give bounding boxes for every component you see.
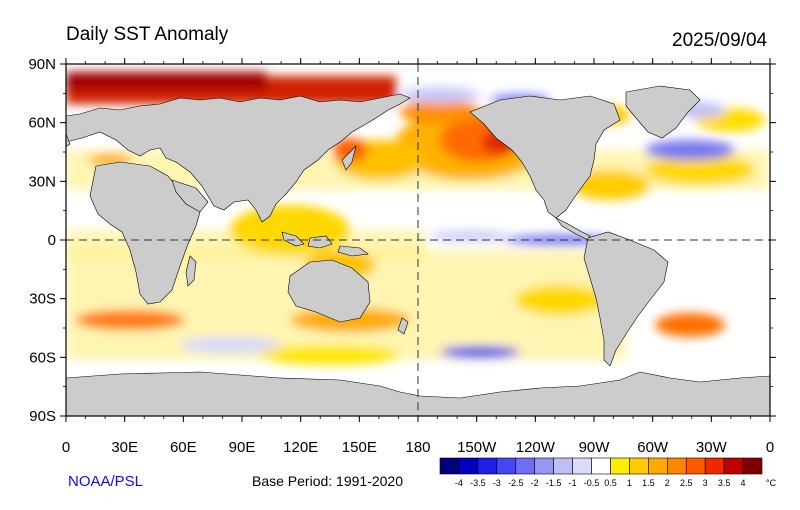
latitude-axis: 90N 60N 30N 0 30S 60S 90S (28, 56, 776, 425)
colorbar-tick-label: -2.5 (508, 478, 524, 488)
lon-tick-label: 90E (229, 439, 256, 456)
colorbar-tick-label: -3.5 (470, 478, 486, 488)
colorbar-tick-label: -3 (493, 478, 501, 488)
colorbar-swatch (666, 457, 687, 475)
colorbar-tick-label: 2.5 (680, 478, 693, 488)
colorbar-tick-label: 1.5 (642, 478, 655, 488)
colorbar-swatch (648, 457, 668, 475)
lat-tick-label: 90S (29, 408, 56, 425)
colorbar-tick-label: -4 (455, 478, 463, 488)
colorbar: -4 -3.5 -3 -2.5 -2 -1.5 -1 -0.5 0.5 1 1.5 2 2.5 3 3.5 4 (439, 457, 763, 488)
plot-area (66, 64, 770, 416)
colorbar-swatch (534, 457, 554, 475)
lon-tick-label: 180 (405, 439, 430, 456)
lon-tick-label: 120W (516, 439, 556, 456)
lat-tick-label: 60S (29, 349, 56, 366)
lon-tick-label: 60E (170, 439, 197, 456)
lon-tick-label: 150E (342, 439, 377, 456)
colorbar-swatch (742, 457, 763, 475)
colorbar-tick-label: 4 (741, 478, 746, 488)
land-masses (66, 85, 770, 416)
colorbar-unit: °C (766, 478, 777, 488)
lat-tick-label: 30N (28, 173, 56, 190)
colorbar-swatch (515, 457, 536, 475)
map-title: Daily SST Anomaly (66, 24, 229, 45)
colorbar-swatch (723, 457, 744, 475)
lon-tick-label: 30W (696, 439, 728, 456)
lat-tick-label: 0 (48, 232, 56, 249)
credit-label: NOAA/PSL (68, 473, 144, 490)
colorbar-swatch (610, 457, 630, 475)
map-date: 2025/09/04 (672, 30, 768, 51)
colorbar-swatch (477, 457, 498, 475)
lon-tick-label: 0 (766, 439, 774, 456)
colorbar-tick-label: -1 (569, 478, 577, 488)
colorbar-swatch (439, 457, 460, 475)
colorbar-swatch (458, 457, 479, 475)
colorbar-swatch (496, 457, 517, 475)
base-period-label: Base Period: 1991-2020 (252, 473, 403, 489)
lon-tick-label: 0 (62, 439, 70, 456)
lon-tick-label: 150W (457, 439, 497, 456)
colorbar-tick-label: 3.5 (718, 478, 731, 488)
colorbar-tick-label: 0.5 (604, 478, 617, 488)
colorbar-swatch (629, 457, 649, 475)
colorbar-swatch (685, 457, 706, 475)
colorbar-tick-label: 2 (665, 478, 670, 488)
lon-tick-label: 90W (579, 439, 611, 456)
colorbar-tick-label: -1.5 (546, 478, 562, 488)
lat-tick-label: 60N (28, 115, 56, 132)
colorbar-swatch (591, 457, 611, 475)
colorbar-tick-label: 1 (627, 478, 632, 488)
lat-tick-label: 30S (29, 291, 56, 308)
colorbar-tick-label: -2 (531, 478, 539, 488)
lat-tick-label: 90N (28, 56, 56, 73)
colorbar-swatch (572, 457, 592, 475)
colorbar-tick-label: -0.5 (584, 478, 600, 488)
lon-tick-label: 30E (111, 439, 138, 456)
longitude-axis: 0 30E 60E 90E 120E 150E 180 150W 120W 90W 60W 30W 0 (62, 58, 774, 456)
lon-tick-label: 60W (637, 439, 669, 456)
colorbar-swatch (704, 457, 725, 475)
colorbar-swatch (553, 457, 573, 475)
lon-tick-label: 120E (283, 439, 318, 456)
colorbar-tick-label: 3 (703, 478, 708, 488)
